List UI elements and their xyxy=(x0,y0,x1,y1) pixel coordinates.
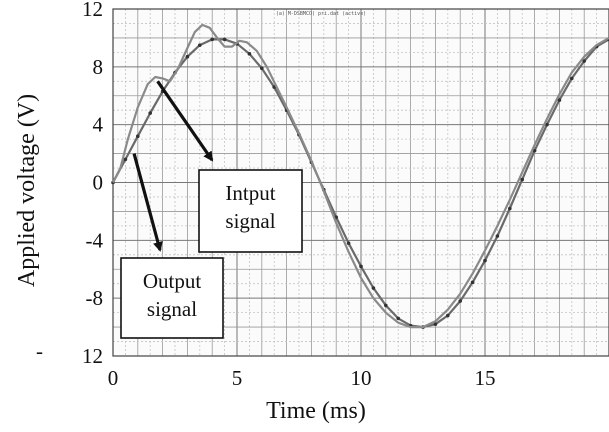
data-point xyxy=(470,280,475,285)
x-tick-label: 0 xyxy=(108,366,119,390)
data-point xyxy=(346,241,351,246)
y-tick-label: 8 xyxy=(93,55,104,79)
axes: 12 8 4 0 -4 -8 12 - 0 5 10 15 xyxy=(36,0,496,390)
data-point xyxy=(483,258,487,263)
annotation-label: signal xyxy=(147,297,197,321)
data-point xyxy=(260,66,264,71)
y-tick-label: 12 xyxy=(82,0,103,21)
data-point xyxy=(148,111,152,115)
annotation-label: Intput xyxy=(225,181,275,205)
data-point xyxy=(520,177,524,182)
data-point xyxy=(359,264,363,269)
data-point xyxy=(123,157,128,162)
y-tick-label: -8 xyxy=(86,286,104,310)
x-tick-label: 10 xyxy=(351,366,372,390)
data-point xyxy=(495,234,500,238)
x-tick-label: 5 xyxy=(232,366,243,390)
y-tick-label: 0 xyxy=(93,171,104,195)
data-point xyxy=(136,134,140,139)
annotation-box xyxy=(198,169,303,253)
x-axis-label: Time (ms) xyxy=(266,398,366,424)
data-point xyxy=(557,98,562,102)
data-point xyxy=(433,322,438,326)
annotation-arrow xyxy=(156,80,214,162)
data-point xyxy=(384,303,388,308)
data-point xyxy=(247,52,252,56)
data-point xyxy=(210,37,214,42)
annotation-box xyxy=(120,257,224,339)
data-point xyxy=(532,148,537,153)
data-point xyxy=(198,43,202,47)
series-line-output xyxy=(112,23,609,329)
data-point xyxy=(371,286,376,290)
series-layer xyxy=(111,23,609,329)
data-point xyxy=(396,316,401,321)
data-point xyxy=(185,54,190,59)
y-tick-label: -4 xyxy=(86,228,104,252)
plot-header-text: (a) M-DSBMCO) pri.dat (active) xyxy=(276,11,366,17)
data-point xyxy=(582,59,586,63)
y-axis-label: Applied voltage (V) xyxy=(14,94,40,287)
y-tick-label: 4 xyxy=(93,113,104,137)
data-point xyxy=(570,76,574,81)
data-point xyxy=(222,37,227,42)
data-point xyxy=(545,122,549,127)
y-tick-dash: - xyxy=(36,339,43,363)
data-point xyxy=(446,313,450,318)
data-point xyxy=(458,299,463,303)
annotation-arrow xyxy=(132,153,163,252)
annotations: Intput signal Output signal xyxy=(120,80,303,339)
x-tick-label: 15 xyxy=(475,366,496,390)
y-tick-label: 12 xyxy=(82,344,103,368)
data-point xyxy=(508,206,512,211)
annotation-label: Output xyxy=(143,269,202,293)
annotation-label: signal xyxy=(225,209,275,233)
